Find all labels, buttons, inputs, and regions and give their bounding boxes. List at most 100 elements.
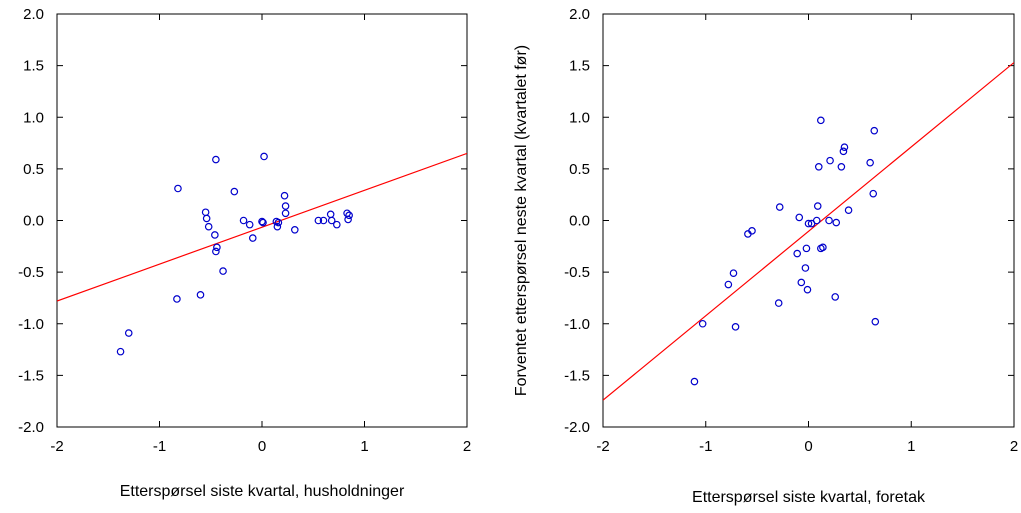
data-point [690, 377, 699, 386]
data-point [219, 267, 227, 275]
y-tick-label: 0.0 [23, 213, 44, 230]
y-tick-label: -2.0 [564, 419, 590, 436]
chart-households: -2.0 -1.5 -1.0 -0.5 0.0 0.5 1.0 1.5 2.0 -2 -1 0 1 2 Et… [18, 6, 471, 500]
data-point [870, 126, 879, 135]
data-point [202, 214, 211, 223]
data-point [333, 220, 341, 229]
x-tick-label: 1 [360, 438, 368, 455]
data-point [239, 216, 248, 225]
x-tick-label: 0 [804, 438, 812, 455]
y-tick-label: -2.0 [18, 419, 44, 436]
data-point [826, 156, 834, 165]
x-axis-label: Etterspørsel siste kvartal, foretak [692, 489, 926, 506]
data-point [211, 231, 219, 239]
data-point [803, 285, 812, 294]
data-point [248, 234, 257, 242]
x-axis-label: Etterspørsel siste kvartal, husholdninge… [120, 483, 405, 500]
data-point [259, 218, 267, 227]
y-tick-label: 2.0 [569, 6, 590, 23]
data-point [173, 295, 181, 303]
data-point [260, 152, 268, 161]
data-point [802, 244, 811, 253]
data-point [832, 218, 841, 227]
data-point [814, 163, 823, 171]
y-tick-label: 2.0 [23, 6, 44, 23]
data-point [212, 155, 220, 164]
data-point [274, 218, 283, 227]
data-point [797, 278, 806, 287]
data-point [258, 217, 266, 226]
data-point [869, 189, 878, 198]
data-point [204, 222, 213, 231]
data-point [729, 269, 738, 277]
data-point [201, 208, 210, 217]
x-tick-label: -2 [50, 438, 63, 455]
data-point [116, 347, 125, 356]
data-point [793, 249, 801, 258]
data-point [724, 280, 733, 289]
y-tick-label: 0.0 [569, 213, 590, 230]
data-point [698, 319, 707, 328]
x-tick-label: 1 [907, 438, 915, 455]
y-tick-label: 1.5 [569, 58, 590, 75]
data-point [213, 243, 221, 252]
x-tick-label: 2 [463, 438, 471, 455]
x-tick-label: -1 [699, 438, 712, 455]
data-point [230, 187, 239, 196]
y-tick-label: 1.5 [23, 58, 44, 75]
data-point [795, 213, 804, 222]
data-point [280, 191, 289, 200]
x-tick-label: -1 [153, 438, 166, 455]
y-tick-label: -1.5 [18, 367, 44, 384]
y-tick-label: 1.0 [569, 109, 590, 126]
data-point [344, 215, 352, 224]
data-point [774, 299, 783, 307]
data-point [866, 158, 874, 167]
data-point [281, 202, 290, 210]
data-point [731, 323, 740, 331]
data-point [290, 225, 299, 234]
data-point [812, 216, 821, 225]
y-tick-label: -1.0 [564, 316, 590, 333]
x-tick-label: 0 [258, 438, 266, 455]
x-tick-label: -2 [596, 438, 609, 455]
data-point [804, 219, 813, 228]
data-point [775, 203, 784, 211]
data-point [831, 293, 840, 301]
data-point [281, 209, 290, 218]
chart-firms: -2.0 -1.5 -1.0 -0.5 0.0 0.5 1.0 1.5 2.0 -2 -1 0 1 2 Et… [513, 6, 1018, 506]
data-point [839, 147, 848, 156]
data-point [327, 216, 336, 225]
y-tick-label: -1.0 [18, 316, 44, 333]
x-tick-label: 2 [1010, 438, 1018, 455]
data-point [840, 143, 849, 151]
data-point [245, 220, 254, 229]
data-point [813, 202, 822, 210]
data-point [319, 216, 328, 225]
data-point [273, 222, 282, 231]
data-point [819, 243, 827, 252]
data-point [174, 184, 182, 193]
data-point [871, 317, 880, 326]
data-point [326, 210, 335, 219]
data-point [837, 163, 846, 171]
data-point [817, 116, 825, 125]
data-point [345, 211, 353, 220]
data-point [825, 216, 833, 225]
regression-line [57, 152, 467, 302]
y-tick-label: -0.5 [564, 264, 590, 281]
y-tick-label: -1.5 [564, 367, 590, 384]
data-point [844, 206, 853, 214]
y-tick-label: 0.5 [23, 161, 44, 178]
regression-line [603, 62, 1014, 401]
y-axis-label: Forventet etterspørsel neste kvartal (kv… [513, 45, 530, 396]
data-point [196, 291, 205, 299]
data-point [124, 329, 133, 337]
plot-frame [56, 13, 468, 428]
data-point [212, 247, 220, 256]
y-tick-label: 1.0 [23, 109, 44, 126]
data-point [801, 264, 810, 272]
data-point [748, 227, 756, 235]
y-tick-label: 0.5 [569, 161, 590, 178]
